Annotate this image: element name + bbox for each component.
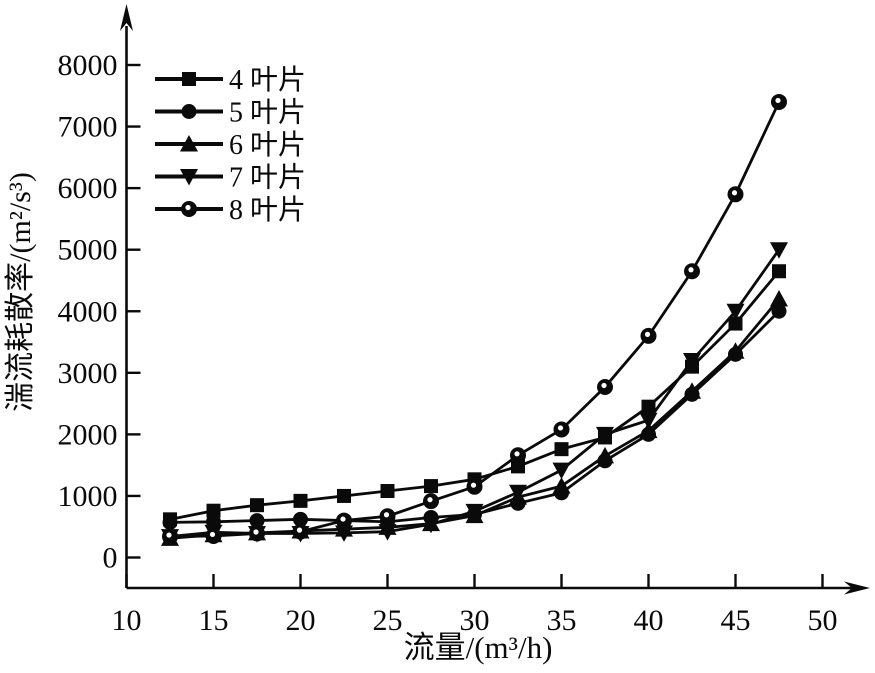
series-line-1 (162, 303, 787, 530)
x-ticks: 10 15 20 25 30 35 40 45 50 (112, 574, 838, 637)
legend-item-1: 5 叶片 (155, 97, 306, 129)
legend-label: 7 叶片 (229, 162, 306, 194)
axes (120, 4, 870, 595)
legend: 4 叶片5 叶片6 叶片7 叶片8 叶片 (155, 64, 306, 226)
x-axis-title: 流量/(m³/h) (404, 630, 553, 665)
y-ticks: 0 1000 2000 3000 4000 5000 6000 7000 8000 (58, 49, 141, 575)
y-tick-label: 3000 (58, 357, 118, 390)
legend-item-3: 7 叶片 (155, 162, 306, 194)
x-tick-label: 15 (199, 604, 229, 637)
legend-item-4: 8 叶片 (155, 194, 306, 226)
y-tick-label: 8000 (58, 49, 118, 82)
y-tick-label: 7000 (58, 111, 118, 144)
x-tick-label: 10 (112, 604, 142, 637)
plot-area: 10 15 20 25 30 35 40 45 50 0 1000 2000 3000 4000 5000 6… (58, 4, 870, 637)
x-tick-label: 50 (808, 604, 838, 637)
x-tick-label: 45 (721, 604, 751, 637)
y-tick-label: 2000 (58, 418, 118, 451)
legend-label: 8 叶片 (229, 194, 306, 226)
y-axis-title: 湍流耗散率/(m²/s³) (4, 172, 37, 412)
y-tick-label: 1000 (58, 480, 118, 513)
legend-label: 6 叶片 (229, 129, 306, 161)
legend-label: 5 叶片 (229, 97, 306, 129)
legend-item-0: 4 叶片 (155, 64, 306, 96)
y-tick-label: 5000 (58, 234, 118, 267)
y-tick-label: 6000 (58, 172, 118, 205)
series-line-4 (162, 93, 787, 545)
legend-label: 4 叶片 (229, 64, 306, 96)
x-tick-label: 25 (373, 604, 403, 637)
y-tick-label: 0 (103, 542, 118, 575)
x-tick-label: 30 (460, 604, 490, 637)
x-tick-label: 20 (286, 604, 316, 637)
y-tick-label: 4000 (58, 295, 118, 328)
x-tick-label: 35 (547, 604, 577, 637)
x-tick-label: 40 (634, 604, 664, 637)
legend-item-2: 6 叶片 (155, 129, 306, 161)
